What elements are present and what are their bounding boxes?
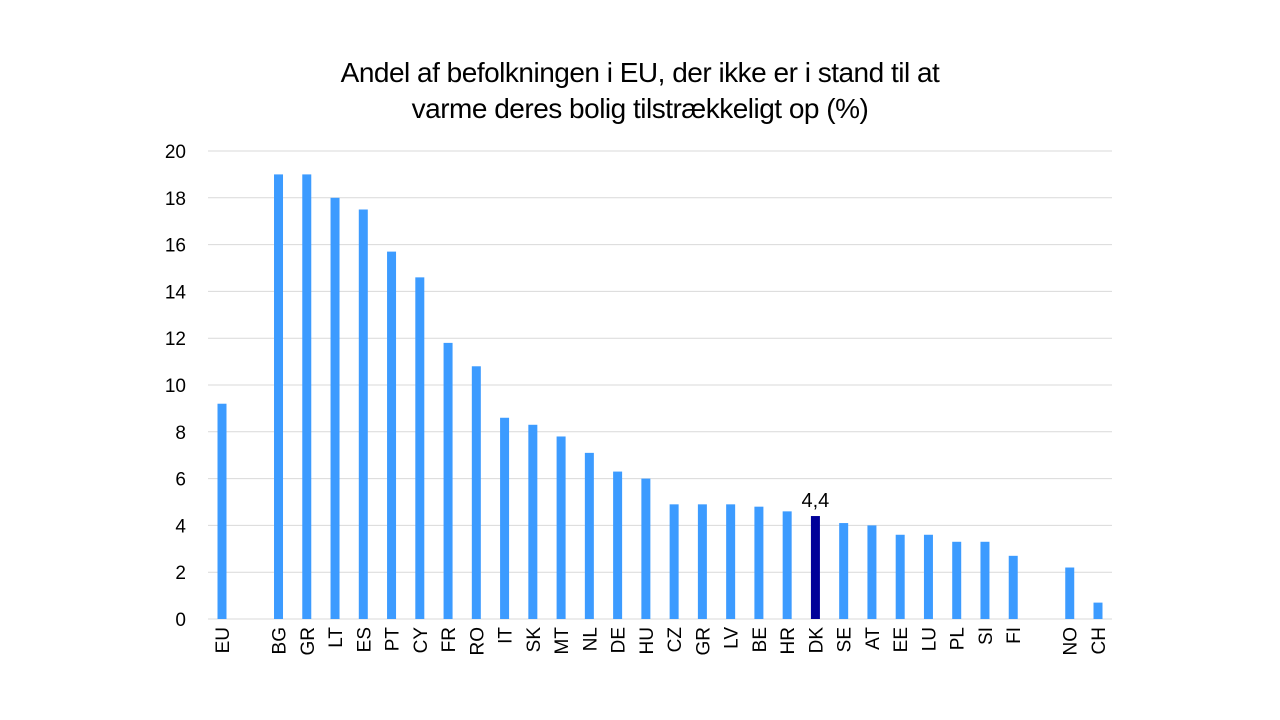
x-tick-label: BG	[270, 627, 291, 654]
data-label: 4,4	[802, 490, 830, 512]
x-tick-label: PT	[383, 627, 404, 652]
x-tick-label: CH	[1089, 627, 1110, 654]
x-tick-label: CZ	[665, 627, 686, 653]
bar-sk	[528, 424, 538, 619]
bar-pl	[952, 541, 962, 619]
bar-hu	[641, 478, 651, 619]
bar-gr	[302, 174, 312, 619]
chart-title-line1: Andel af befolkningen i EU, der ikke er …	[340, 57, 940, 88]
bar-gr	[697, 504, 707, 619]
y-tick-label: 14	[165, 282, 187, 303]
x-tick-label: HU	[637, 627, 658, 654]
x-tick-label: LV	[722, 627, 743, 649]
x-tick-label: FI	[1004, 627, 1025, 644]
y-tick-label: 10	[165, 376, 186, 397]
y-tick-label: 6	[175, 470, 186, 491]
x-tick-label: SI	[976, 627, 997, 645]
bar-ch	[1093, 602, 1103, 619]
bar-cz	[669, 504, 679, 619]
x-tick-label: PL	[948, 627, 969, 650]
y-tick-label: 0	[175, 610, 186, 631]
x-tick-label: NO	[1061, 627, 1082, 656]
bar-bg	[274, 174, 284, 619]
bar-lu	[923, 534, 933, 619]
x-tick-label: MT	[552, 627, 573, 655]
x-tick-label: ES	[354, 627, 375, 652]
bar-lt	[330, 197, 340, 620]
x-tick-label: CY	[411, 627, 432, 654]
x-tick-label: LU	[919, 627, 940, 651]
x-tick-label: SK	[524, 627, 545, 653]
bar-be	[754, 506, 764, 619]
y-tick-label: 4	[175, 516, 186, 537]
bar-nl	[584, 452, 594, 619]
x-tick-label: DK	[806, 627, 827, 654]
x-tick-label: RO	[467, 627, 488, 656]
bar-dk	[810, 516, 820, 619]
x-tick-label: EU	[213, 627, 234, 653]
x-tick-label: FR	[439, 627, 460, 652]
bar-de	[613, 471, 623, 619]
bar-fi	[1008, 555, 1018, 619]
x-tick-label: GR	[298, 627, 319, 656]
x-tick-label: NL	[580, 627, 601, 651]
bar-hr	[782, 511, 792, 619]
bar-eu	[217, 403, 227, 619]
bar-ro	[471, 366, 481, 619]
bar-lv	[726, 504, 736, 619]
y-tick-label: 12	[165, 329, 186, 350]
bar-cy	[415, 277, 425, 619]
x-tick-label: SE	[835, 627, 856, 652]
x-tick-label: IT	[496, 627, 517, 644]
bar-mt	[556, 436, 566, 619]
x-tick-label: AT	[863, 627, 884, 650]
x-tick-label: BE	[750, 627, 771, 652]
x-tick-label: GR	[693, 627, 714, 656]
chart-title-line2: varme deres bolig tilstrækkeligt op (%)	[411, 93, 869, 124]
y-tick-label: 20	[165, 142, 186, 163]
y-tick-label: 18	[165, 189, 186, 210]
y-tick-label: 8	[175, 423, 186, 444]
y-tick-label: 16	[165, 236, 186, 257]
bar-fr	[443, 342, 453, 619]
bar-it	[500, 417, 510, 619]
bar-se	[839, 523, 849, 619]
bar-at	[867, 525, 877, 619]
bar-pt	[387, 251, 397, 619]
x-tick-label: DE	[609, 627, 630, 653]
x-tick-label: EE	[891, 627, 912, 652]
x-tick-label: HR	[778, 627, 799, 654]
y-tick-label: 2	[175, 563, 186, 584]
bar-no	[1065, 567, 1075, 619]
bar-ee	[895, 534, 905, 619]
chart-title: Andel af befolkningen i EU, der ikke er …	[0, 55, 1280, 127]
bar-es	[358, 209, 368, 619]
bar-si	[980, 541, 990, 619]
x-tick-label: LT	[326, 627, 347, 648]
